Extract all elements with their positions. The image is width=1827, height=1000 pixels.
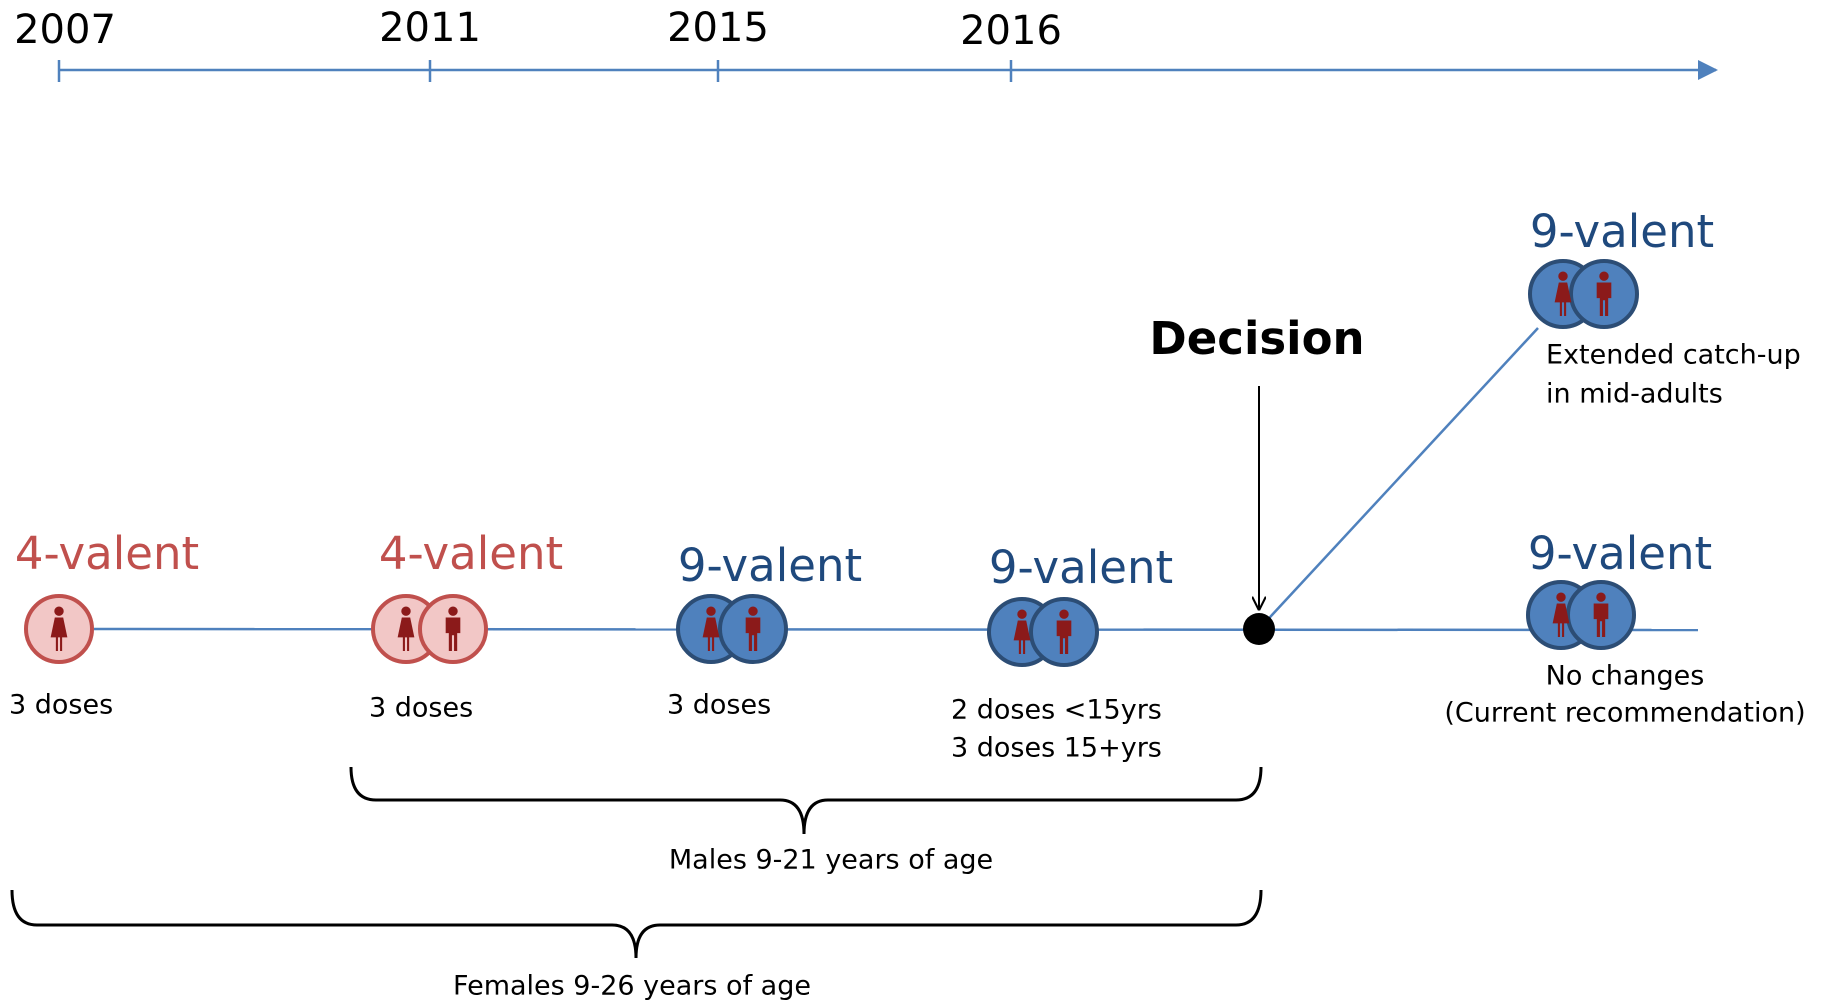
vaccine-label: 9-valent [678, 539, 862, 592]
dose-text: 3 doses 15+yrs [951, 733, 1162, 764]
year-label: 2007 [14, 7, 116, 53]
year-label: 2011 [379, 5, 481, 51]
outcome-text: Extended catch-up [1546, 340, 1801, 371]
males-brace [349, 766, 1263, 835]
outcome-text: in mid-adults [1546, 379, 1723, 410]
females-brace [10, 889, 1263, 959]
vaccine-label: 4-valent [379, 527, 563, 580]
vaccine-label: 9-valent [1528, 527, 1712, 580]
outcome-text: No changes [1546, 661, 1705, 692]
group-label: Males 9-21 years of age [669, 845, 993, 876]
year-label: 2015 [667, 5, 769, 51]
decision-point [1243, 613, 1275, 645]
timeline-ticks [57, 60, 1013, 82]
vaccine-label: 9-valent [989, 541, 1173, 594]
dose-text: 2 doses <15yrs [951, 695, 1162, 726]
decision-label: Decision [1149, 312, 1364, 365]
main-line [93, 627, 1699, 632]
outcome-text: (Current recommendation) [1444, 698, 1805, 729]
dose-text: 3 doses [667, 690, 771, 721]
vaccine-label: 4-valent [15, 527, 199, 580]
dose-text: 3 doses [9, 690, 113, 721]
dose-text: 3 doses [369, 693, 473, 724]
branch-line [1258, 327, 1539, 630]
group-label: Females 9-26 years of age [453, 971, 811, 1000]
vaccine-label: 9-valent [1530, 205, 1714, 258]
year-label: 2016 [960, 8, 1062, 54]
